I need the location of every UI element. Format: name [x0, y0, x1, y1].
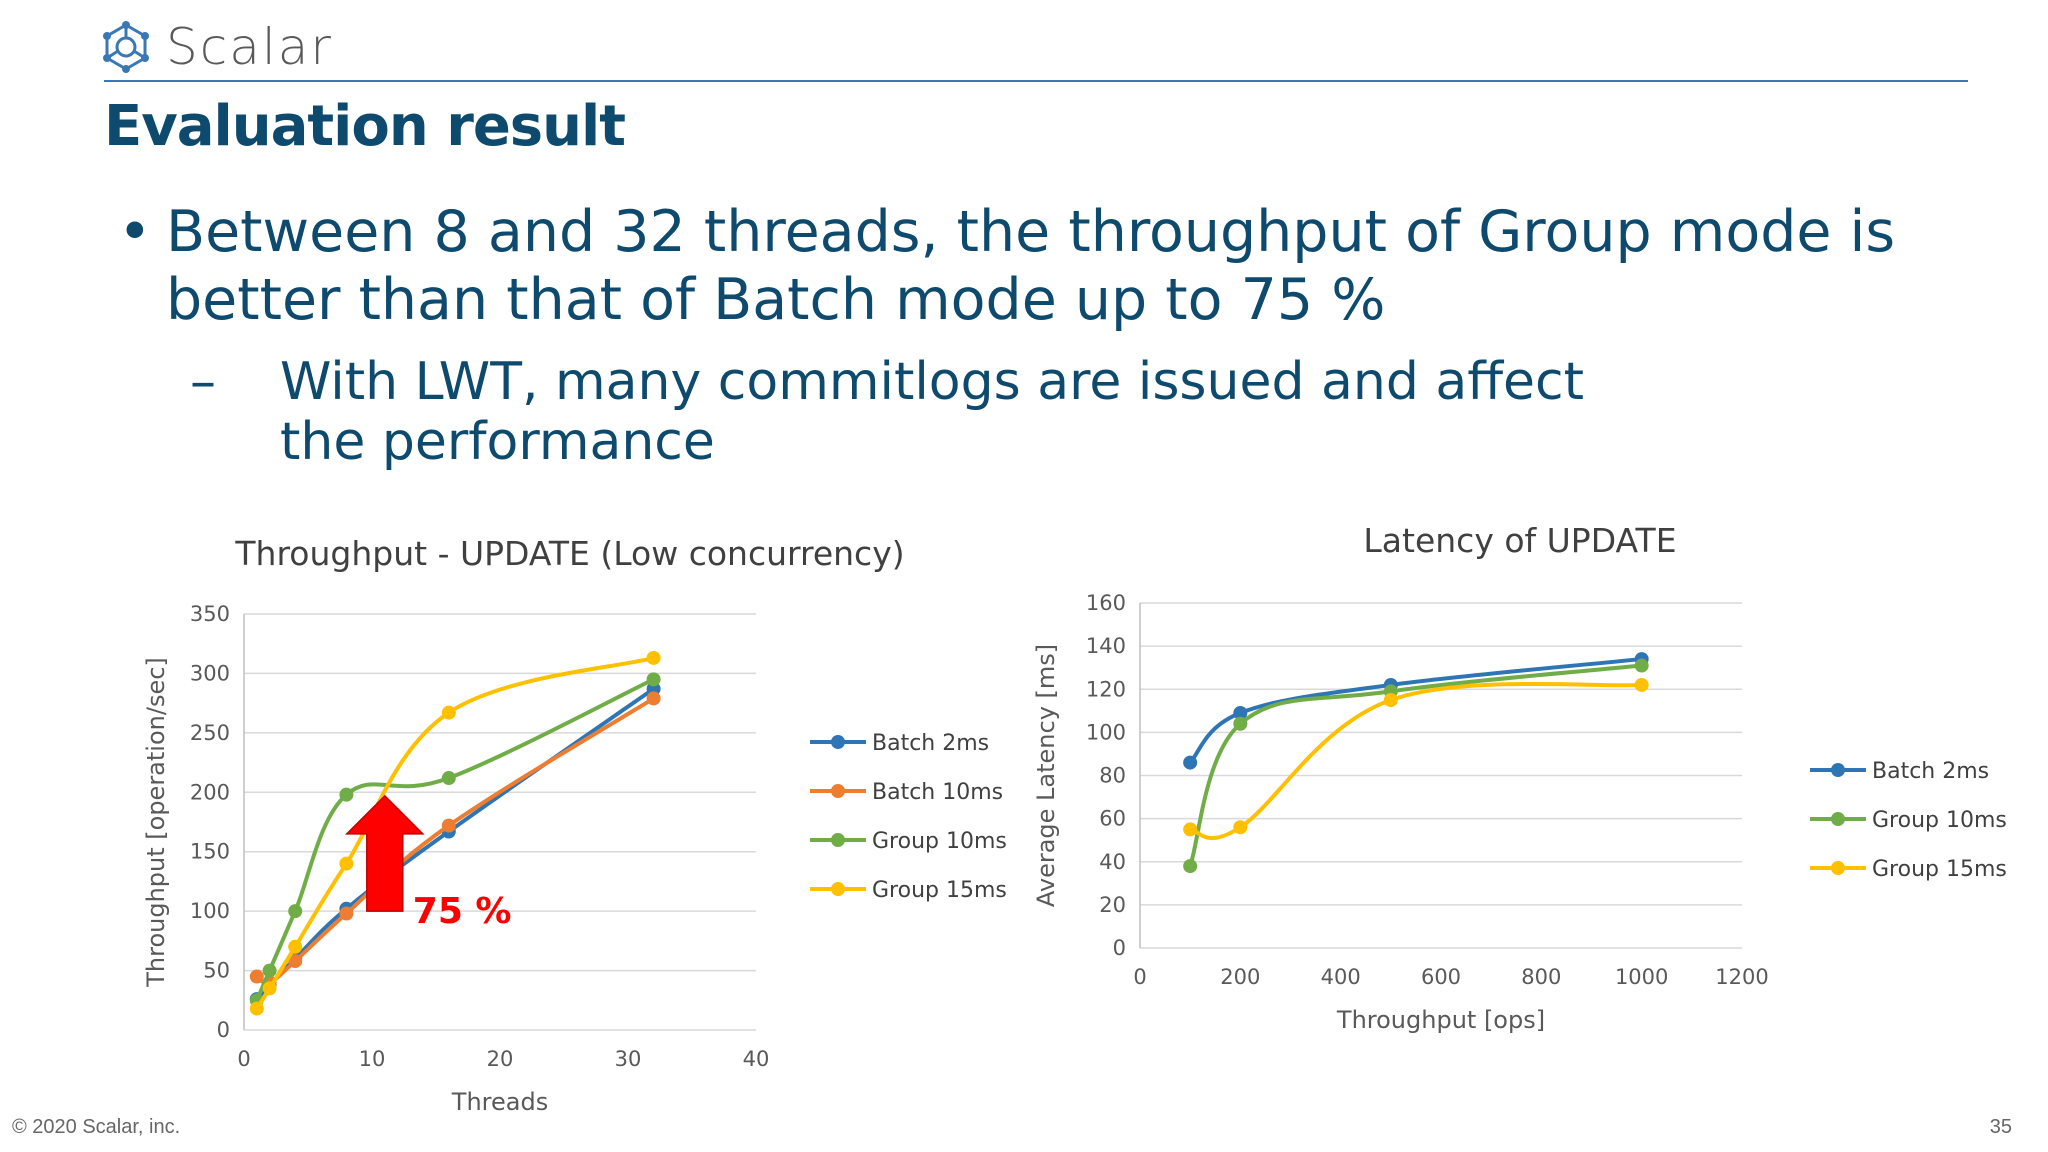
y-tick-label: 350 [190, 602, 230, 626]
chart-title: Throughput - UPDATE (Low concurrency) [234, 534, 904, 573]
throughput-chart: Throughput - UPDATE (Low concurrency) 0 50… [142, 534, 1007, 1116]
data-point [1233, 716, 1248, 731]
data-point [441, 771, 456, 786]
y-tick-label: 20 [1099, 893, 1126, 917]
logo-text: Scalar [166, 18, 333, 76]
data-point [339, 856, 354, 871]
annotation-label: 75 % [413, 891, 512, 932]
y-tick-label: 250 [190, 721, 230, 745]
data-point [1183, 859, 1198, 874]
x-tick-label: 400 [1321, 965, 1361, 989]
data-point [249, 969, 264, 984]
y-tick-label: 120 [1086, 677, 1126, 701]
series-line [254, 677, 655, 1002]
legend-label: Group 10ms [872, 829, 1007, 854]
data-point [339, 787, 354, 802]
x-tick-label: 40 [743, 1047, 770, 1071]
y-tick-label: 60 [1099, 807, 1126, 831]
y-tick-label: 200 [190, 780, 230, 804]
legend-label: Group 10ms [1872, 808, 2007, 833]
x-tick-label: 1200 [1715, 965, 1768, 989]
data-point [1183, 755, 1198, 770]
legend-swatch-marker [1831, 763, 1845, 777]
x-tick-label: 20 [487, 1047, 514, 1071]
x-tick-label: 10 [359, 1047, 386, 1071]
up-arrow-icon [344, 794, 425, 912]
y-tick-label: 0 [217, 1018, 230, 1042]
legend-swatch-marker [831, 735, 845, 749]
data-point [646, 672, 661, 687]
data-point [262, 963, 277, 978]
y-tick-label: 50 [203, 959, 230, 983]
chart-title: Latency of UPDATE [1363, 521, 1676, 560]
data-point [441, 818, 456, 833]
y-tick-label: 80 [1099, 764, 1126, 788]
y-tick-label: 300 [190, 661, 230, 685]
main-bullet-text: Between 8 and 32 threads, the throughput… [166, 199, 1896, 333]
y-tick-label: 160 [1086, 591, 1126, 615]
data-point [1383, 693, 1398, 708]
sub-bullet-text: With LWT, many commitlogs are issued and… [280, 352, 1585, 472]
data-point [646, 691, 661, 706]
x-tick-label: 200 [1220, 965, 1260, 989]
legend-label: Batch 10ms [872, 780, 1003, 805]
data-point [288, 904, 303, 919]
data-point [262, 981, 277, 996]
legend-swatch-marker [1831, 861, 1845, 875]
y-tick-label: 0 [1113, 936, 1126, 960]
x-tick-label: 600 [1421, 965, 1461, 989]
series-line [1189, 681, 1642, 841]
data-point [1634, 658, 1649, 673]
x-tick-label: 0 [237, 1047, 250, 1071]
data-point [1233, 705, 1248, 720]
y-tick-label: 140 [1086, 634, 1126, 658]
legend-swatch-marker [1831, 812, 1845, 826]
y-tick-label: 100 [1086, 720, 1126, 744]
page-number: 35 [1989, 1116, 2012, 1138]
legend-label: Group 15ms [1872, 857, 2007, 882]
data-point [1634, 677, 1649, 692]
y-axis-label: Throughput [operation/sec] [142, 657, 170, 988]
page-title: Evaluation result [104, 94, 626, 159]
legend-label: Batch 2ms [872, 731, 989, 756]
data-point [249, 1001, 264, 1016]
legend-swatch-marker [831, 882, 845, 896]
x-axis-label: Throughput [ops] [1336, 1006, 1545, 1034]
data-point [339, 906, 354, 921]
latency-chart: Latency of UPDATE 0 20 40 60 80 100 120 140 160 0 2… [1032, 521, 2007, 1034]
bullet-dot: • [118, 199, 152, 265]
header-rule [104, 80, 1968, 82]
data-point [288, 954, 303, 969]
x-tick-label: 1000 [1615, 965, 1668, 989]
data-point [646, 650, 661, 665]
y-tick-label: 150 [190, 840, 230, 864]
legend-label: Batch 2ms [1872, 759, 1989, 784]
x-tick-label: 800 [1521, 965, 1561, 989]
series-line [1188, 663, 1642, 867]
data-point [288, 939, 303, 954]
legend-swatch-marker [831, 784, 845, 798]
x-tick-label: 0 [1133, 965, 1146, 989]
data-point [1233, 820, 1248, 835]
y-tick-label: 100 [190, 899, 230, 923]
scalar-logo-icon [103, 21, 149, 73]
copyright: © 2020 Scalar, inc. [12, 1116, 181, 1138]
series-line [1188, 657, 1642, 764]
series-line [255, 696, 655, 986]
x-tick-label: 30 [615, 1047, 642, 1071]
legend-swatch-marker [831, 833, 845, 847]
data-point [441, 705, 456, 720]
data-point [1183, 822, 1198, 837]
legend-label: Group 15ms [872, 878, 1007, 903]
sub-bullet-dash: – [190, 352, 216, 412]
scalar-logo: Scalar [100, 16, 333, 78]
y-axis-label: Average Latency [ms] [1032, 644, 1060, 907]
x-axis-label: Threads [451, 1088, 548, 1116]
y-tick-label: 40 [1099, 850, 1126, 874]
